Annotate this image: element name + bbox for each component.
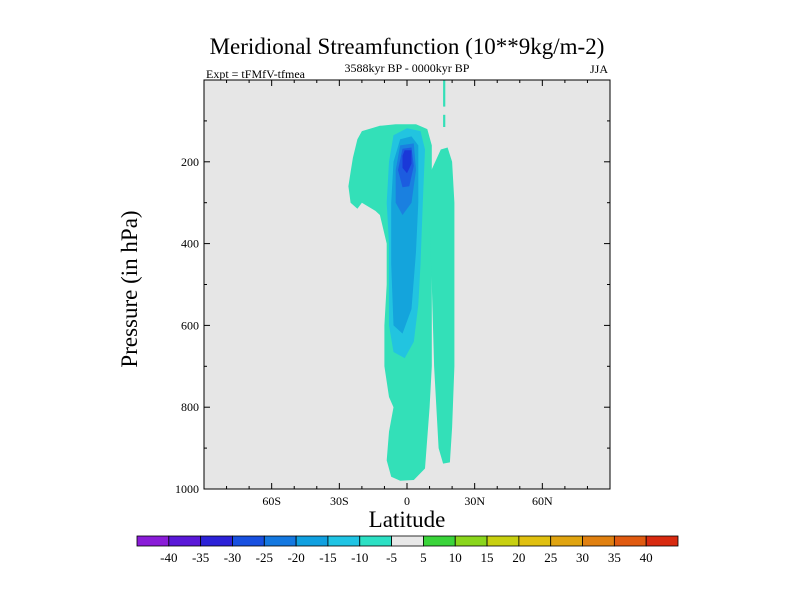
colorbar-label: -35	[192, 550, 209, 565]
colorbar-box	[518, 535, 552, 547]
colorbar-label: -10	[351, 550, 368, 565]
colorbar-label: -25	[256, 550, 273, 565]
colorbar-label: 40	[640, 550, 653, 565]
colorbar-box	[295, 535, 329, 547]
colorbar-box	[359, 535, 392, 547]
colorbar-box	[263, 535, 297, 547]
y-tick-label: 200	[181, 155, 199, 169]
colorbar-label: -20	[287, 550, 304, 565]
colorbar: -40 -35 -30 -25 -20 -15 -10 -5 5 10 15 20 25 30 35 40	[136, 535, 679, 565]
colorbar-box	[454, 535, 488, 547]
colorbar-label: 20	[512, 550, 525, 565]
plot-area: 60S 30S 0 30N 60N 200 400 600 800 1000	[175, 79, 611, 508]
colorbar-label: 10	[449, 550, 462, 565]
x-tick-label: 30N	[464, 494, 485, 508]
colorbar-label: -40	[160, 550, 177, 565]
colorbar-label: 5	[420, 550, 427, 565]
colorbar-label: -15	[319, 550, 336, 565]
colorbar-label: 25	[544, 550, 557, 565]
x-axis-label: Latitude	[369, 507, 446, 532]
colorbar-label: -5	[386, 550, 397, 565]
y-tick-label: 800	[181, 400, 199, 414]
y-axis-label: Pressure (in hPa)	[117, 210, 142, 367]
y-tick-label: 600	[181, 318, 199, 332]
colorbar-box	[423, 535, 456, 547]
season-label: JJA	[590, 62, 608, 76]
colorbar-box	[550, 535, 583, 547]
colorbar-box	[645, 535, 679, 547]
x-tick-label: 30S	[330, 494, 349, 508]
colorbar-label: 15	[481, 550, 494, 565]
colorbar-box	[232, 535, 265, 547]
colorbar-label: -30	[224, 550, 241, 565]
y-tick-label: 1000	[175, 482, 199, 496]
colorbar-label: 35	[608, 550, 621, 565]
contour-positive-strip-edge	[429, 147, 455, 464]
colorbar-box	[613, 535, 647, 547]
time-range-label: 3588kyr BP - 0000kyr BP	[345, 61, 470, 75]
colorbar-box	[327, 535, 361, 547]
colorbar-label: 30	[576, 550, 589, 565]
colorbar-box	[486, 535, 520, 547]
colorbar-box	[136, 535, 170, 547]
colorbar-box	[168, 535, 202, 547]
contour-level-minus-30	[402, 150, 412, 174]
colorbar-box	[391, 535, 424, 547]
x-tick-label: 60N	[532, 494, 553, 508]
contour-upper-thin-dash	[443, 114, 446, 127]
x-tick-label: 0	[404, 494, 410, 508]
colorbar-box	[582, 535, 615, 547]
colorbar-box	[200, 535, 233, 547]
chart-title: Meridional Streamfunction (10**9kg/m-2)	[210, 34, 605, 59]
experiment-label: Expt = tFMfV-tfmea	[206, 67, 306, 81]
contour-upper-thin-strip	[443, 80, 446, 107]
y-tick-label: 400	[181, 237, 199, 251]
x-tick-label: 60S	[262, 494, 281, 508]
